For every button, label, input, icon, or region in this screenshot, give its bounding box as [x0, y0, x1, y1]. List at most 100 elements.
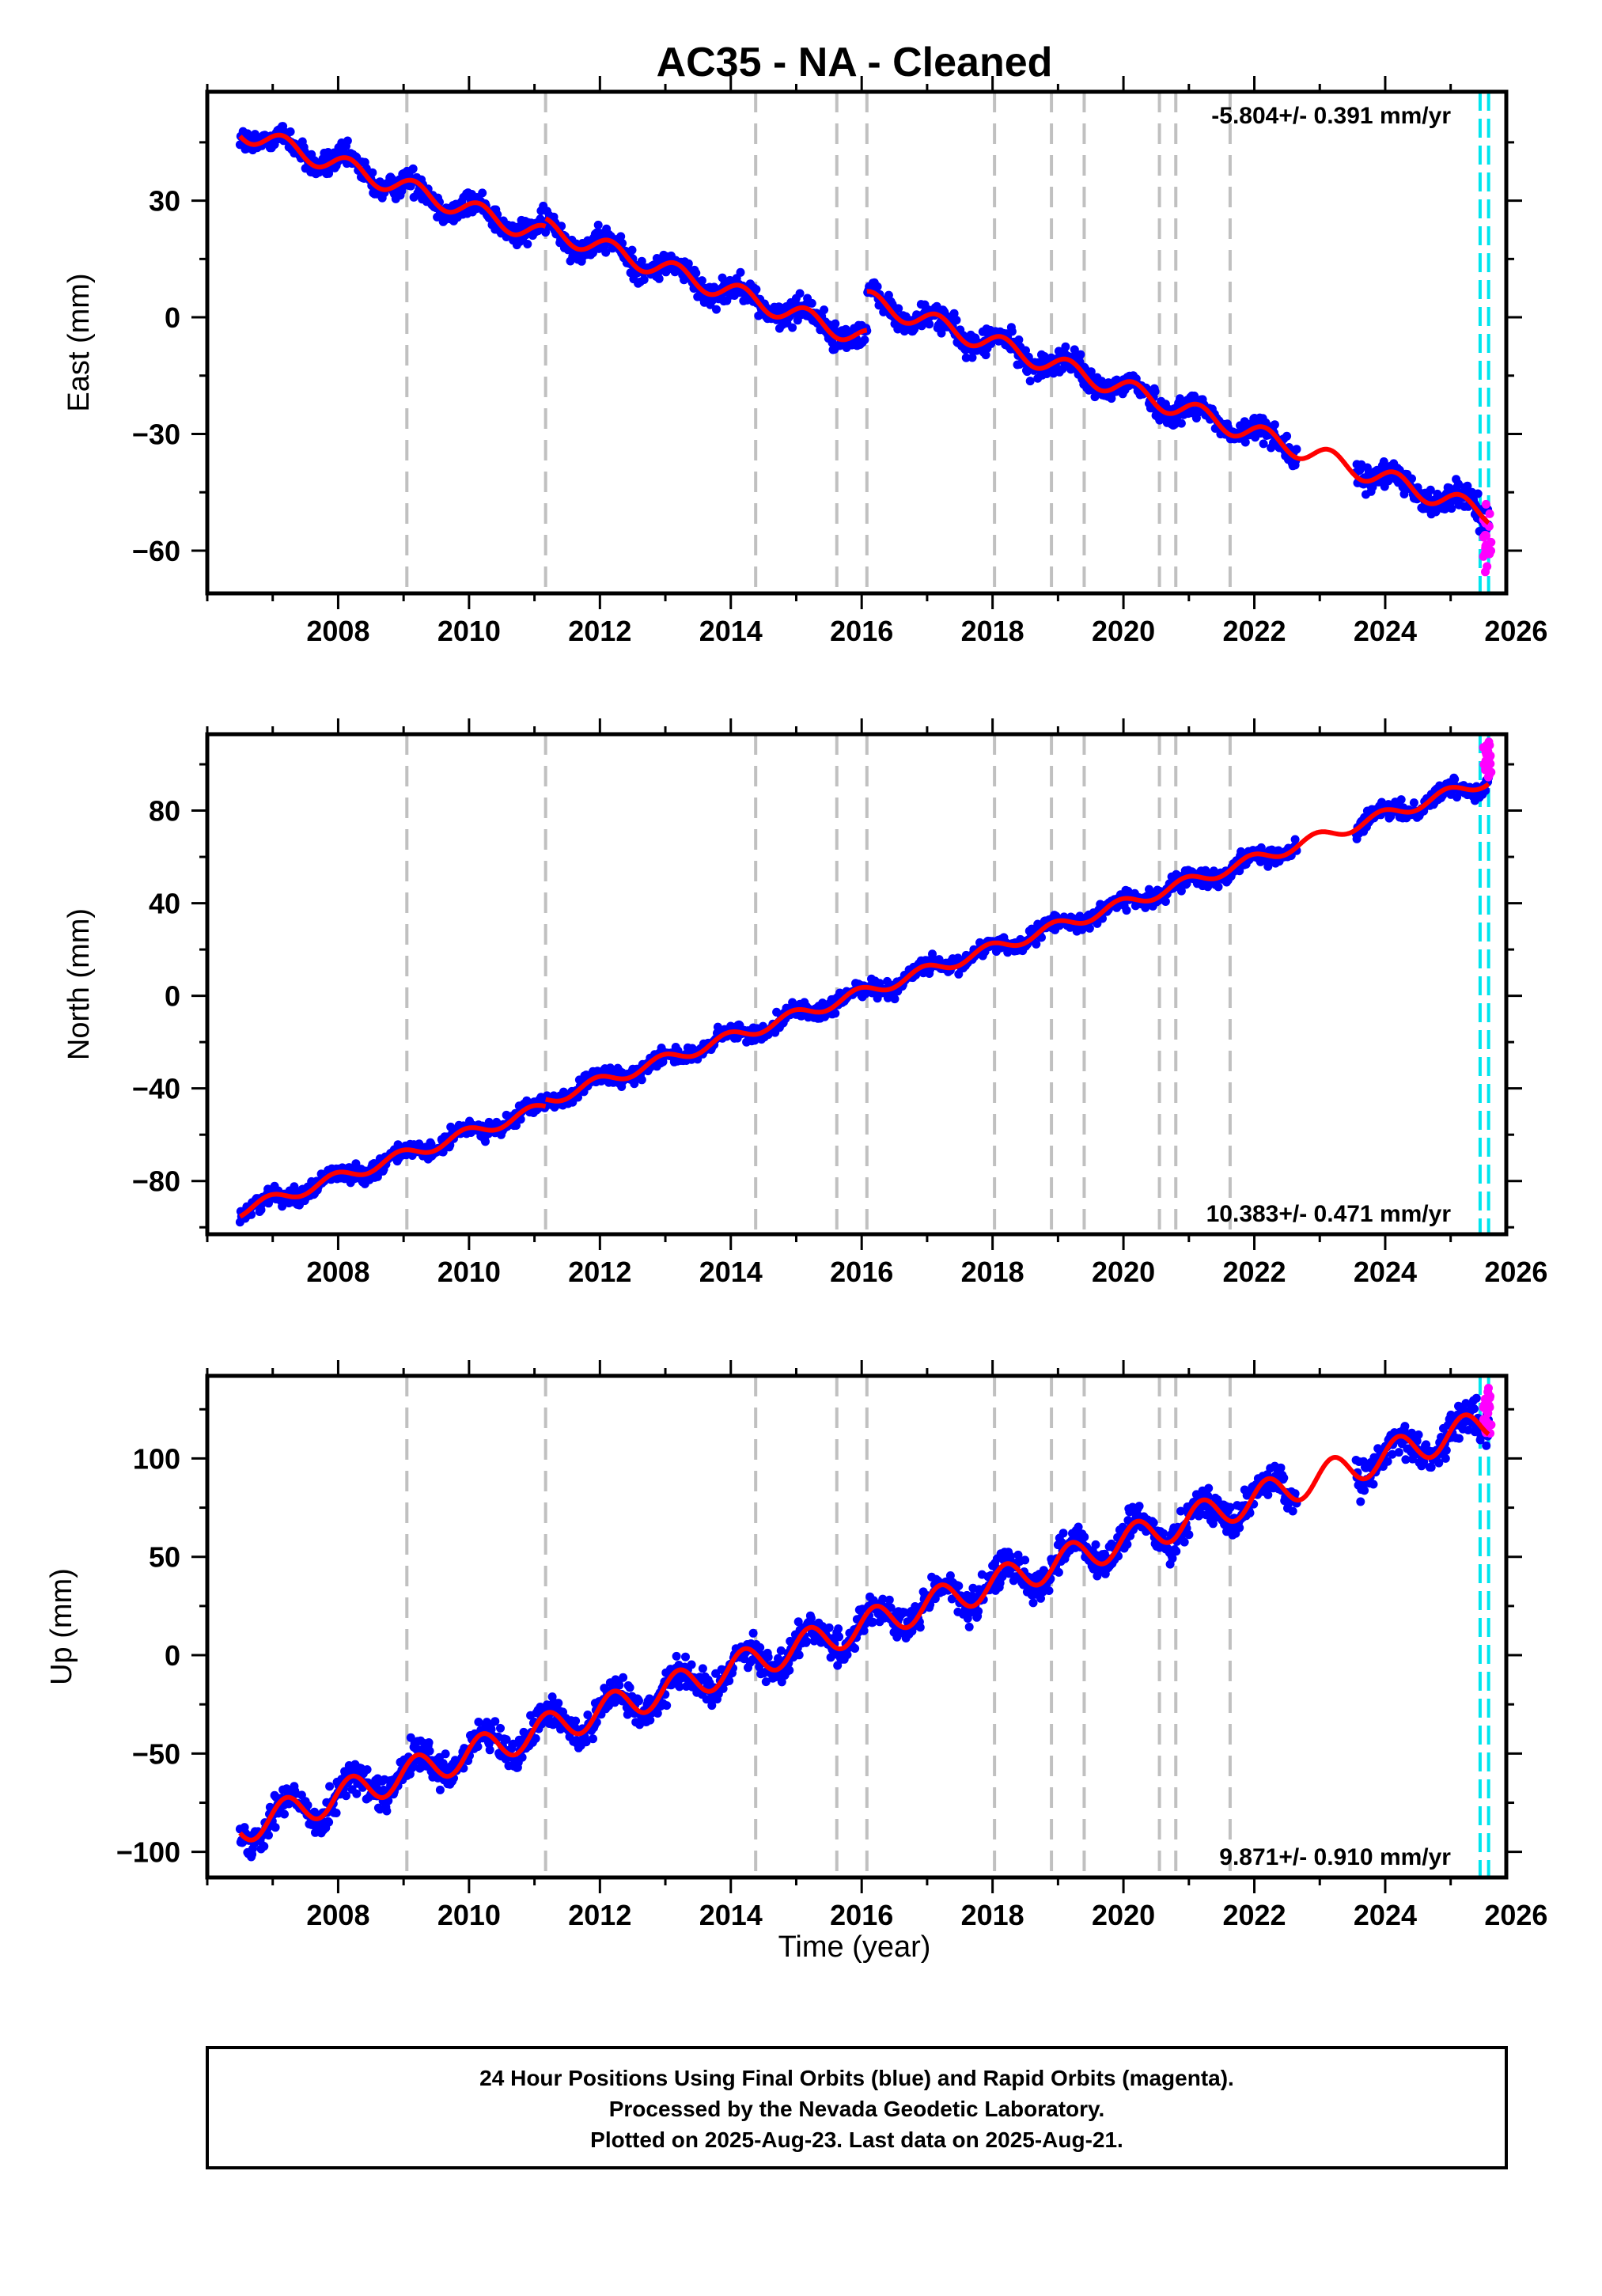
north-final-point-1251 — [1176, 886, 1186, 896]
up-final-point-924 — [930, 1594, 940, 1604]
north-ylabel: North (mm) — [62, 908, 96, 1060]
north-final-point-920 — [928, 949, 937, 959]
east-final-point-1504 — [1426, 485, 1435, 494]
east-xtick-label-2010: 2010 — [437, 615, 501, 647]
up-final-point-252 — [425, 1746, 434, 1756]
north-ytick-label-4: 80 — [149, 795, 180, 828]
east-final-point-1251 — [1176, 419, 1186, 428]
east-final-point-1567 — [1473, 489, 1483, 498]
up-final-point-1287 — [1204, 1483, 1214, 1493]
north-ytick-label-1: −40 — [132, 1073, 180, 1105]
up-final-point-1054 — [1028, 1598, 1038, 1608]
east-final-point-991 — [981, 350, 990, 360]
up-final-point-118 — [324, 1817, 334, 1827]
north-final-point-955 — [954, 969, 964, 979]
up-final-point-1094 — [1059, 1529, 1068, 1538]
north-xtick-label-2020: 2020 — [1092, 1256, 1155, 1288]
up-final-point-1524 — [1441, 1453, 1450, 1463]
east-final-point-506 — [616, 232, 626, 241]
up-final-point-742 — [793, 1617, 803, 1627]
east-xtick-label-2024: 2024 — [1354, 615, 1417, 647]
up-final-point-1034 — [1013, 1550, 1023, 1559]
up-final-point-1471 — [1401, 1455, 1411, 1464]
up-final-point-1075 — [1044, 1586, 1054, 1595]
up-final-point-270 — [438, 1759, 448, 1768]
north-xtick-label-2010: 2010 — [437, 1256, 501, 1288]
north-xtick-label-2012: 2012 — [568, 1256, 631, 1288]
east-model-fit-segment-2 — [866, 289, 1490, 525]
east-xtick-label-2026: 2026 — [1484, 615, 1547, 647]
east-final-point-1117 — [1076, 350, 1085, 359]
north-final-point-1536 — [1450, 775, 1460, 784]
up-final-point-1554 — [1464, 1426, 1473, 1434]
east-final-point-916 — [925, 320, 934, 329]
up-final-point-504 — [615, 1680, 624, 1690]
up-final-point-955 — [954, 1582, 964, 1590]
east-final-point-1479 — [1407, 474, 1416, 483]
east-final-point-406 — [541, 228, 551, 237]
north-xtick-label-2016: 2016 — [830, 1256, 893, 1288]
east-final-point-1216 — [1150, 387, 1160, 396]
east-final-point-606 — [691, 268, 701, 278]
east-xtick-label-2012: 2012 — [568, 615, 631, 647]
north-rate-label: 10.383+/- 0.471 mm/yr — [1206, 1201, 1452, 1227]
up-final-point-904 — [915, 1623, 925, 1632]
up-final-point-530 — [634, 1696, 643, 1706]
up-final-point-1088 — [1054, 1567, 1063, 1577]
east-final-point-382 — [523, 240, 532, 248]
east-final-point-776 — [820, 305, 829, 315]
east-rapid-point-16 — [1485, 509, 1494, 518]
east-final-point-1131 — [1086, 367, 1096, 377]
panel-north: 2008 2010 2012 2014 2016 2018 2020 2022 2024 2026… — [62, 718, 1547, 1288]
up-final-point-981 — [974, 1607, 983, 1616]
up-final-point-682 — [748, 1628, 758, 1638]
up-final-point-567 — [662, 1701, 672, 1711]
east-final-point-1448 — [1384, 476, 1393, 486]
up-final-point-795 — [834, 1624, 843, 1634]
up-final-point-759 — [806, 1613, 816, 1623]
up-final-point-38 — [264, 1831, 273, 1840]
east-xtick-label-2014: 2014 — [699, 615, 763, 647]
north-ytick-label-3: 40 — [149, 888, 180, 920]
up-final-point-317 — [474, 1718, 483, 1726]
north-final-point-72 — [290, 1182, 299, 1192]
east-final-point-949 — [949, 309, 959, 318]
east-final-point-486 — [601, 248, 611, 257]
east-ytick-label-0: −60 — [132, 535, 180, 567]
east-final-point-1050 — [1025, 377, 1035, 386]
east-final-point-633 — [712, 305, 721, 314]
up-final-point-730 — [785, 1665, 794, 1675]
up-final-point-615 — [698, 1664, 707, 1673]
up-final-point-460 — [581, 1737, 591, 1747]
east-final-point-830 — [860, 335, 869, 345]
up-final-point-620 — [702, 1695, 711, 1704]
up-final-point-1505 — [1426, 1463, 1436, 1472]
east-final-point-557 — [654, 274, 664, 283]
east-final-point-118 — [324, 169, 334, 178]
east-final-point-686 — [752, 285, 761, 294]
east-final-point-1532 — [1447, 504, 1456, 513]
up-final-point-273 — [441, 1749, 450, 1759]
east-rapid-point-14 — [1479, 551, 1488, 561]
up-final-point-375 — [517, 1752, 527, 1762]
east-rapid-point-1 — [1481, 499, 1490, 509]
north-final-point-791 — [831, 1009, 840, 1018]
east-ytick-label-3: 30 — [149, 185, 180, 218]
up-final-point-251 — [424, 1738, 434, 1747]
east-final-point-1375 — [1270, 420, 1279, 430]
east-final-point-1541 — [1454, 479, 1463, 489]
up-final-point-1122 — [1080, 1533, 1089, 1542]
north-ytick-label-2: 0 — [165, 980, 180, 1013]
figure-title: AC35 - NA - Cleaned — [657, 40, 1053, 85]
up-final-point-1293 — [1208, 1519, 1218, 1529]
up-final-point-944 — [945, 1571, 955, 1580]
north-final-point-1402 — [1290, 835, 1300, 844]
east-rapid-point-21 — [1486, 537, 1496, 547]
north-final-point-534 — [637, 1075, 646, 1085]
up-final-point-592 — [681, 1652, 690, 1661]
up-final-point-446 — [571, 1716, 581, 1726]
up-final-point-1578 — [1482, 1441, 1491, 1450]
east-final-point-1553 — [1463, 481, 1472, 491]
up-final-point-1453 — [1388, 1449, 1397, 1459]
up-final-point-393 — [531, 1733, 540, 1743]
